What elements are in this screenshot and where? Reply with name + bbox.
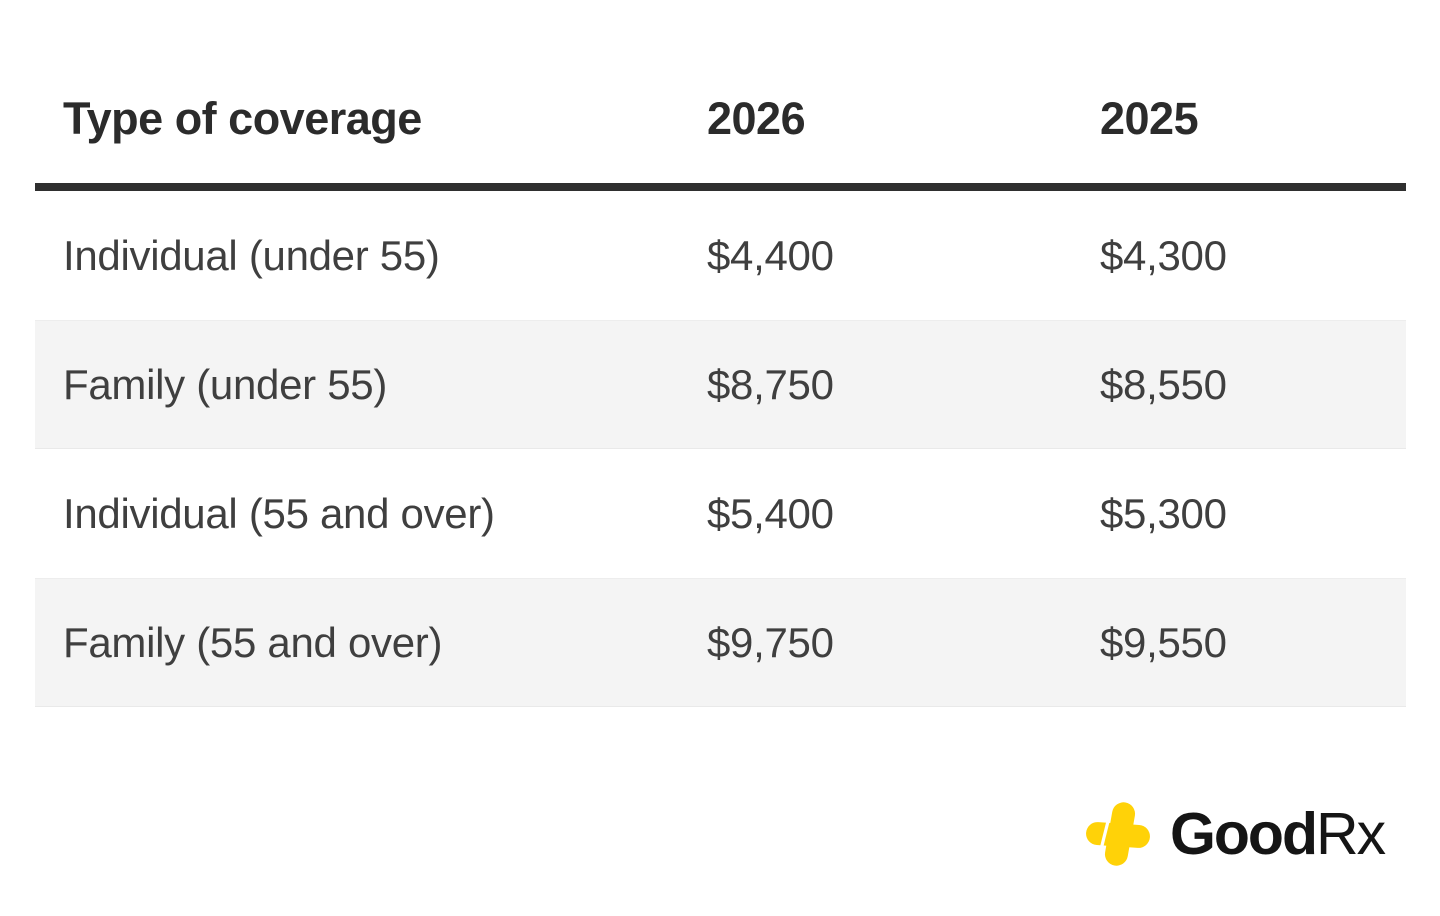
table-row: Family (under 55) $8,750 $8,550 <box>35 320 1406 449</box>
column-header-type-of-coverage: Type of coverage <box>63 92 422 144</box>
table-body: Individual (under 55) $4,400 $4,300 Fami… <box>35 191 1406 707</box>
column-header-2025: 2025 <box>1100 92 1199 144</box>
table-row: Individual (55 and over) $5,400 $5,300 <box>35 449 1406 578</box>
row-value-2025: $4,300 <box>1100 231 1227 279</box>
table-header-row: Type of coverage 2026 2025 <box>35 86 1406 150</box>
row-value-2026: $4,400 <box>707 231 834 279</box>
row-value-2025: $5,300 <box>1100 489 1227 537</box>
row-value-2026: $9,750 <box>707 618 834 666</box>
table-row: Individual (under 55) $4,400 $4,300 <box>35 191 1406 320</box>
row-label: Family (55 and over) <box>63 618 443 666</box>
goodrx-cross-icon <box>1086 802 1150 866</box>
row-label: Individual (55 and over) <box>63 489 495 537</box>
header-divider-rule <box>35 183 1406 191</box>
row-label: Family (under 55) <box>63 360 388 408</box>
goodrx-wordmark-good: Good <box>1170 800 1318 867</box>
row-value-2025: $9,550 <box>1100 618 1227 666</box>
row-value-2026: $5,400 <box>707 489 834 537</box>
goodrx-wordmark: GoodRx <box>1170 804 1386 864</box>
goodrx-logo: GoodRx <box>1086 796 1386 872</box>
column-header-2026: 2026 <box>707 92 806 144</box>
table-row: Family (55 and over) $9,750 $9,550 <box>35 578 1406 707</box>
row-label: Individual (under 55) <box>63 231 440 279</box>
row-value-2026: $8,750 <box>707 360 834 408</box>
goodrx-wordmark-rx: Rx <box>1316 800 1386 867</box>
row-value-2025: $8,550 <box>1100 360 1227 408</box>
